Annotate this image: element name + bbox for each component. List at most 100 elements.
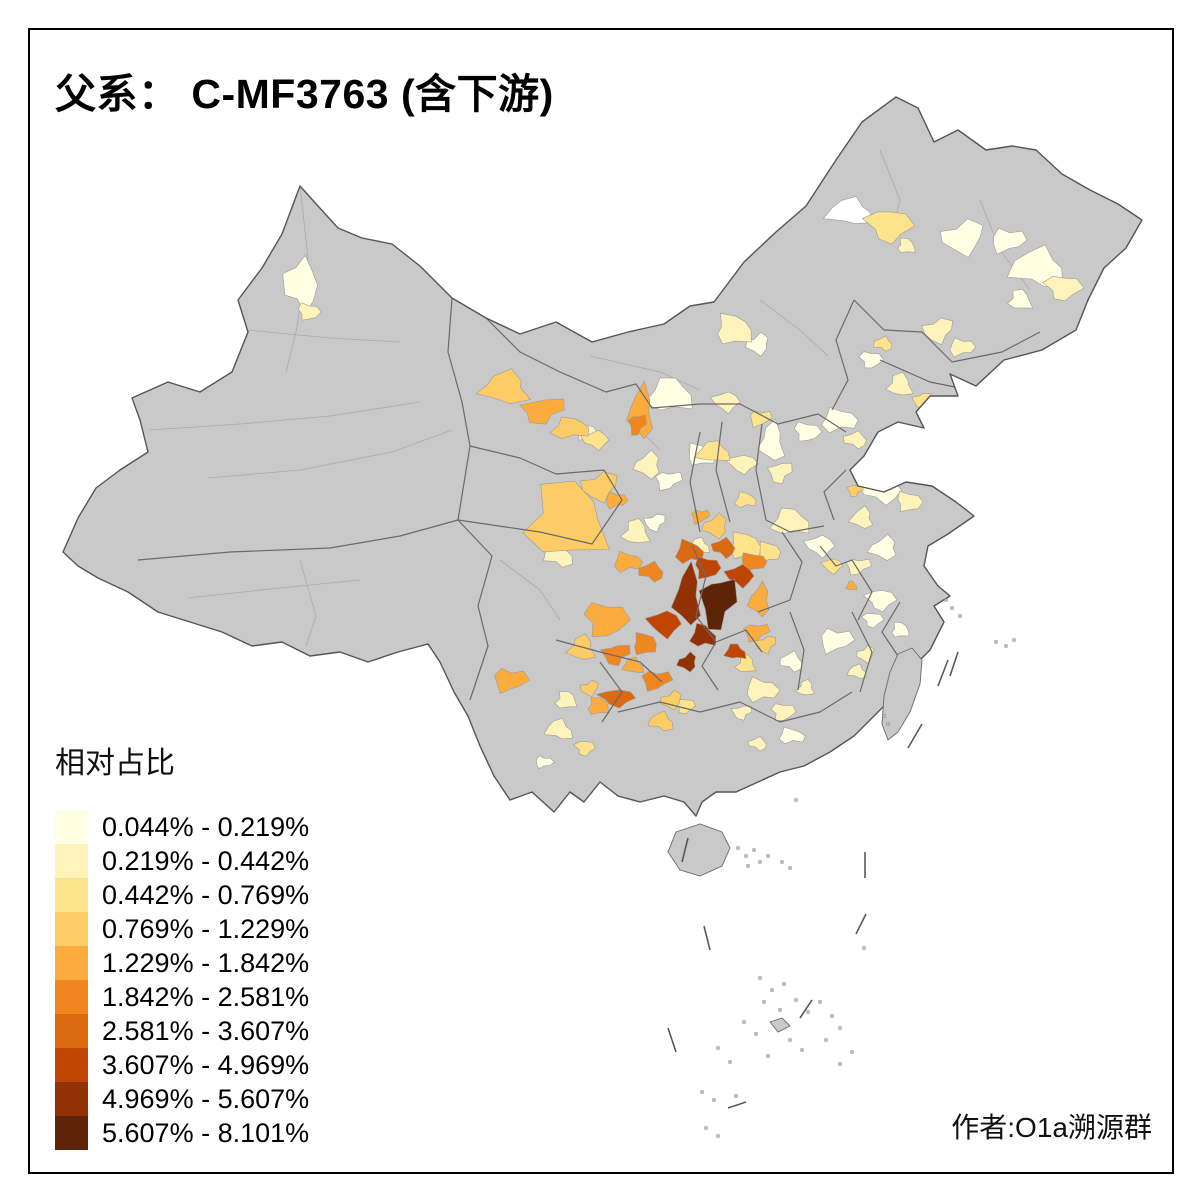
south-china-sea-islet-island [769, 1017, 791, 1033]
legend-label: 2.581% - 3.607% [102, 1015, 310, 1046]
map-region [1007, 288, 1034, 309]
map-region [770, 703, 797, 721]
map-region [634, 632, 657, 656]
map-region [847, 505, 874, 529]
map-region [822, 196, 873, 224]
map-region [641, 670, 674, 692]
map-region [494, 667, 530, 695]
legend-label: 3.607% - 4.969% [102, 1049, 310, 1080]
legend-label: 4.969% - 5.607% [102, 1083, 310, 1114]
legend-label: 5.607% - 8.101% [102, 1117, 310, 1148]
legend-swatch [55, 946, 88, 980]
map-region [1042, 275, 1085, 302]
map-region [745, 331, 769, 357]
map-region [750, 410, 773, 429]
map-region [746, 580, 770, 618]
map-region [717, 312, 752, 345]
sea-boundary-dashes [667, 651, 959, 1109]
legend-swatch [55, 1082, 88, 1116]
map-region [647, 710, 674, 732]
legend-swatch [55, 1048, 88, 1082]
legend-row: 1.229% - 1.842% [55, 946, 309, 980]
legend-swatch [55, 980, 88, 1014]
map-region [793, 421, 823, 442]
map-region [655, 471, 683, 492]
legend-row: 1.842% - 2.581% [55, 980, 309, 1014]
map-region [885, 371, 914, 396]
map-region [638, 560, 664, 583]
map-region [940, 218, 984, 258]
map-region [595, 689, 637, 709]
map-region [724, 455, 759, 475]
legend-row: 3.607% - 4.969% [55, 1048, 309, 1082]
legend: 相对占比 0.044% - 0.219% 0.219% - 0.442% 0.442… [55, 738, 309, 1150]
map-region [846, 663, 867, 679]
province-borders [137, 297, 1041, 723]
map-region [698, 578, 738, 631]
legend-label: 0.219% - 0.442% [102, 845, 310, 876]
map-region [921, 317, 954, 346]
map-region [670, 560, 701, 626]
legend-row: 2.581% - 3.607% [55, 1014, 309, 1048]
map-region [676, 651, 697, 673]
mainland-base [63, 97, 1142, 816]
map-region [742, 623, 771, 643]
map-region [741, 552, 768, 572]
taiwan-island [881, 647, 923, 741]
map-region [644, 610, 682, 640]
legend-label: 0.442% - 0.769% [102, 879, 310, 910]
map-region [733, 491, 757, 509]
map-region [709, 391, 741, 415]
map-region [619, 518, 651, 543]
choropleth-regions [282, 196, 1085, 770]
map-region [554, 690, 578, 709]
map-region [693, 440, 731, 461]
legend-swatch [55, 878, 88, 912]
legend-title: 相对占比 [55, 747, 175, 780]
map-region [778, 726, 806, 745]
map-region [549, 416, 590, 439]
map-region [583, 602, 631, 638]
map-region [606, 491, 629, 510]
map-region [695, 556, 722, 580]
map-region [723, 643, 747, 659]
legend-label: 0.769% - 1.229% [102, 913, 310, 944]
map-region [701, 512, 727, 540]
map-region [643, 377, 693, 411]
national-border [62, 96, 1143, 817]
map-region [723, 564, 755, 589]
map-region [842, 430, 867, 450]
attribution-text: 作者:O1a溯源群 [951, 1112, 1152, 1143]
legend-row: 0.442% - 0.769% [55, 878, 309, 912]
map-region [620, 656, 645, 674]
map-region [674, 538, 705, 564]
legend-row: 0.219% - 0.442% [55, 844, 309, 878]
map-region [769, 507, 810, 535]
legend-swatch [55, 844, 88, 878]
figure-title: 父系： C-MF3763 (含下游) [55, 71, 554, 117]
map-region [819, 558, 844, 576]
islet-dots [700, 598, 1016, 1138]
islands [667, 647, 923, 1033]
map-region [734, 654, 757, 672]
map-region [949, 337, 977, 358]
legend-swatch [55, 810, 88, 844]
legend-label: 1.842% - 2.581% [102, 981, 310, 1012]
map-region [993, 227, 1028, 255]
hainan-island [667, 823, 731, 877]
map-region [861, 211, 916, 245]
map-region [858, 351, 885, 369]
map-region [297, 302, 322, 321]
map-region [543, 717, 573, 740]
map-region [779, 650, 803, 673]
map-region [710, 536, 736, 560]
legend-row: 0.769% - 1.229% [55, 912, 309, 946]
map-region [536, 755, 555, 770]
map-region [766, 462, 793, 485]
legend-label: 0.044% - 0.219% [102, 811, 310, 842]
map-region [862, 590, 898, 613]
map-region [891, 621, 910, 638]
legend-row: 0.044% - 0.219% [55, 810, 309, 844]
legend-row: 4.969% - 5.607% [55, 1082, 309, 1116]
